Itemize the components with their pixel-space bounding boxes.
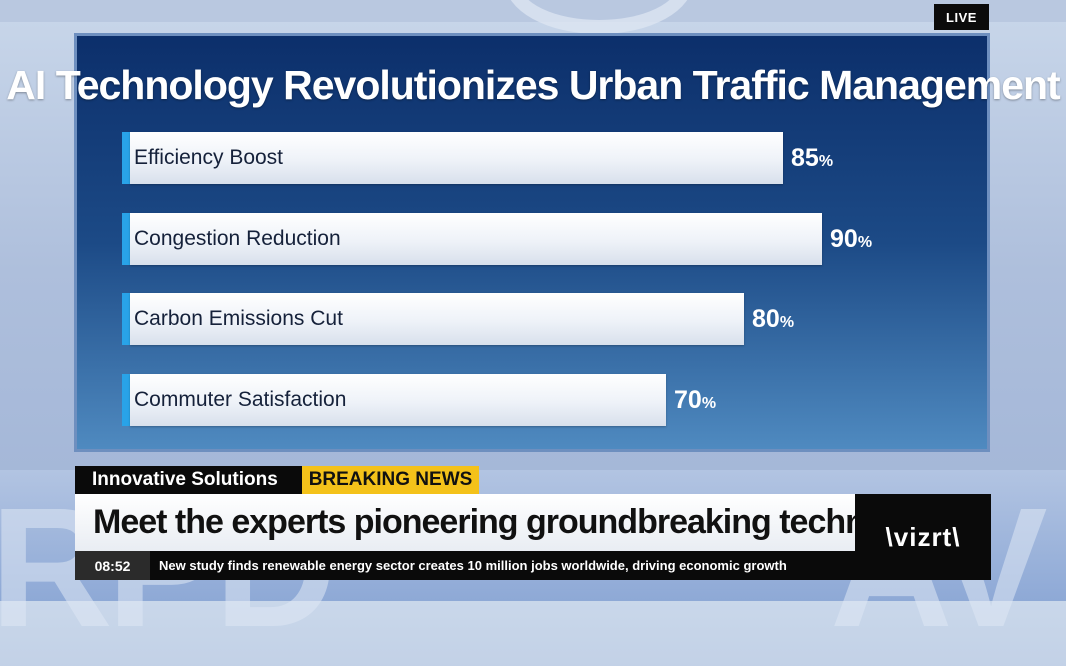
bar-value-unit: % (818, 153, 834, 170)
ticker-text: New study finds renewable energy sector … (159, 558, 787, 573)
topic-tag: Innovative Solutions (75, 466, 302, 494)
ticker-time: 08:52 (75, 551, 150, 580)
bar-value-unit: % (701, 395, 717, 412)
chart-title: AI Technology Revolutionizes Urban Traff… (6, 62, 1060, 108)
bar-label: Efficiency Boost (134, 146, 284, 169)
bar-accent (122, 293, 130, 345)
vizrt-logo: \vizrt\ (855, 494, 991, 580)
bar-accent (122, 213, 130, 265)
bar: Commuter Satisfaction 70% (122, 374, 716, 426)
bar-value-unit: % (779, 314, 795, 331)
breaking-news-tag: BREAKING NEWS (302, 466, 479, 494)
bar-value-number: 80 (752, 305, 780, 333)
bar: Congestion Reduction 90% (122, 213, 872, 265)
news-ticker: 08:52 New study finds renewable energy s… (75, 551, 855, 580)
bar: Carbon Emissions Cut 80% (122, 293, 794, 345)
bar-value-number: 90 (830, 225, 858, 253)
bar-fill (130, 213, 822, 265)
bar-accent (122, 132, 130, 184)
bar-fill (130, 293, 744, 345)
bar-fill (130, 374, 666, 426)
bar-value-label: 70% (674, 374, 716, 426)
bar-value-number: 85 (791, 144, 819, 172)
bar-fill (130, 132, 783, 184)
bar-accent (122, 374, 130, 426)
bar-label: Carbon Emissions Cut (134, 307, 343, 330)
bar: Efficiency Boost 85% (122, 132, 833, 184)
bar-label: Commuter Satisfaction (134, 388, 347, 411)
bar-value-number: 70 (674, 386, 702, 414)
bar-value-unit: % (857, 234, 873, 251)
headline: Meet the experts pioneering groundbreaki… (75, 494, 855, 551)
bar-chart: Efficiency Boost 85% Congestion Reduction 9… (122, 132, 872, 426)
logo-text: \vizrt\ (885, 521, 961, 552)
live-badge: LIVE (934, 4, 989, 30)
bar-label: Congestion Reduction (134, 227, 341, 250)
bar-value-label: 85% (791, 132, 833, 184)
bar-value-label: 80% (752, 293, 794, 345)
bar-value-label: 90% (830, 213, 872, 265)
